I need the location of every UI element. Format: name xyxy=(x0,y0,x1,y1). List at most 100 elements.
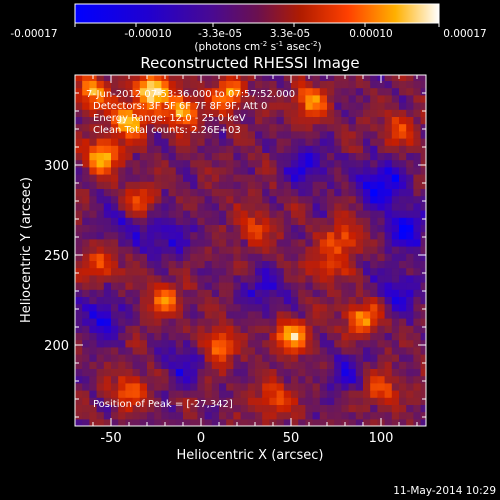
heatmap-cell xyxy=(103,159,112,168)
heatmap-cell xyxy=(219,332,227,341)
heatmap-cell xyxy=(305,382,314,391)
heatmap-cell xyxy=(82,310,90,319)
heatmap-cell xyxy=(96,361,105,369)
heatmap-cell xyxy=(219,375,227,384)
heatmap-cell xyxy=(147,382,155,391)
heatmap-cell xyxy=(75,123,83,132)
annotation-energy-range: Energy Range: 12.0 - 25.0 keV xyxy=(93,113,246,124)
heatmap-cell xyxy=(355,94,364,103)
heatmap-cell xyxy=(348,274,357,283)
heatmap-cell xyxy=(370,80,378,89)
heatmap-cell xyxy=(211,318,220,326)
heatmap-cell xyxy=(420,267,426,276)
heatmap-cell xyxy=(291,109,299,117)
heatmap-cell xyxy=(406,123,414,132)
heatmap-cell xyxy=(391,375,400,384)
heatmap-cell xyxy=(370,174,378,182)
heatmap-cell xyxy=(211,325,220,333)
heatmap-cell xyxy=(283,382,292,391)
heatmap-cell xyxy=(233,310,242,319)
heatmap-cell xyxy=(341,296,350,305)
heatmap-cell xyxy=(118,130,126,139)
heatmap-cell xyxy=(89,210,98,218)
heatmap-cell xyxy=(233,411,242,420)
heatmap-cell xyxy=(204,404,213,413)
heatmap-cell xyxy=(226,174,234,182)
heatmap-cell xyxy=(399,289,407,297)
heatmap-cell xyxy=(118,116,126,125)
heatmap-cell xyxy=(363,303,371,312)
heatmap-cell xyxy=(175,339,184,348)
heatmap-cell xyxy=(399,368,407,377)
heatmap-cell xyxy=(399,130,407,139)
heatmap-cell xyxy=(341,217,350,225)
heatmap-cell xyxy=(125,231,134,240)
heatmap-cell xyxy=(363,145,371,153)
heatmap-cell xyxy=(255,397,263,405)
heatmap-cell xyxy=(291,123,299,132)
heatmap-cell xyxy=(211,181,220,189)
colorbar-tick-label: 0.00010 xyxy=(349,28,392,40)
heatmap-cell xyxy=(334,102,342,110)
heatmap-cell xyxy=(377,253,386,261)
heatmap-cell xyxy=(161,159,170,168)
heatmap-cell xyxy=(96,390,105,398)
heatmap-cell xyxy=(319,404,328,413)
heatmap-cell xyxy=(291,397,299,405)
heatmap-cell xyxy=(370,289,378,297)
heatmap-cell xyxy=(168,274,177,283)
heatmap-cell xyxy=(75,318,83,326)
heatmap-cell xyxy=(147,310,155,319)
heatmap-cell xyxy=(161,181,170,189)
heatmap-cell xyxy=(82,361,90,369)
heatmap-cell xyxy=(377,361,386,369)
heatmap-cell xyxy=(247,332,256,341)
heatmap-cell xyxy=(377,80,386,89)
heatmap-cell xyxy=(377,217,386,225)
heatmap-cell xyxy=(118,289,126,297)
heatmap-cell xyxy=(82,246,90,254)
heatmap-cell xyxy=(147,152,155,161)
heatmap-cell xyxy=(262,102,270,110)
heatmap-cell xyxy=(211,188,220,197)
heatmap-cell xyxy=(327,246,335,254)
heatmap-cell xyxy=(219,346,227,355)
heatmap-cell xyxy=(370,397,378,405)
heatmap-cell xyxy=(240,289,249,297)
heatmap-cell xyxy=(399,282,407,290)
heatmap-cell xyxy=(298,159,306,168)
heatmap-cell xyxy=(247,231,256,240)
heatmap-cell xyxy=(118,346,126,355)
heatmap-cell xyxy=(384,346,393,355)
heatmap-cell xyxy=(370,368,378,377)
heatmap-cell xyxy=(363,382,371,391)
heatmap-cell xyxy=(132,75,141,81)
heatmap-cell xyxy=(312,246,321,254)
heatmap-cell xyxy=(377,354,386,362)
heatmap-cell xyxy=(82,116,90,125)
heatmap-cell xyxy=(269,404,278,413)
heatmap-cell xyxy=(161,116,170,125)
heatmap-cell xyxy=(334,116,342,125)
heatmap-cell xyxy=(89,109,98,117)
heatmap-cell xyxy=(276,397,285,405)
heatmap-cell xyxy=(262,202,270,211)
heatmap-cell xyxy=(363,195,371,204)
heatmap-cell xyxy=(111,80,119,89)
heatmap-cell xyxy=(363,109,371,117)
heatmap-cell xyxy=(118,397,126,405)
heatmap-cell xyxy=(305,397,314,405)
heatmap-cell xyxy=(283,361,292,369)
heatmap-cell xyxy=(276,332,285,341)
heatmap-cell xyxy=(305,138,314,146)
heatmap-cell xyxy=(154,346,162,355)
heatmap-cell xyxy=(132,296,141,305)
heatmap-cell xyxy=(118,152,126,161)
heatmap-cell xyxy=(75,166,83,175)
heatmap-cell xyxy=(348,174,357,182)
heatmap-cell xyxy=(269,339,278,348)
heatmap-cell xyxy=(363,325,371,333)
heatmap-cell xyxy=(255,354,263,362)
heatmap-cell xyxy=(312,188,321,197)
heatmap-cell xyxy=(190,80,198,89)
